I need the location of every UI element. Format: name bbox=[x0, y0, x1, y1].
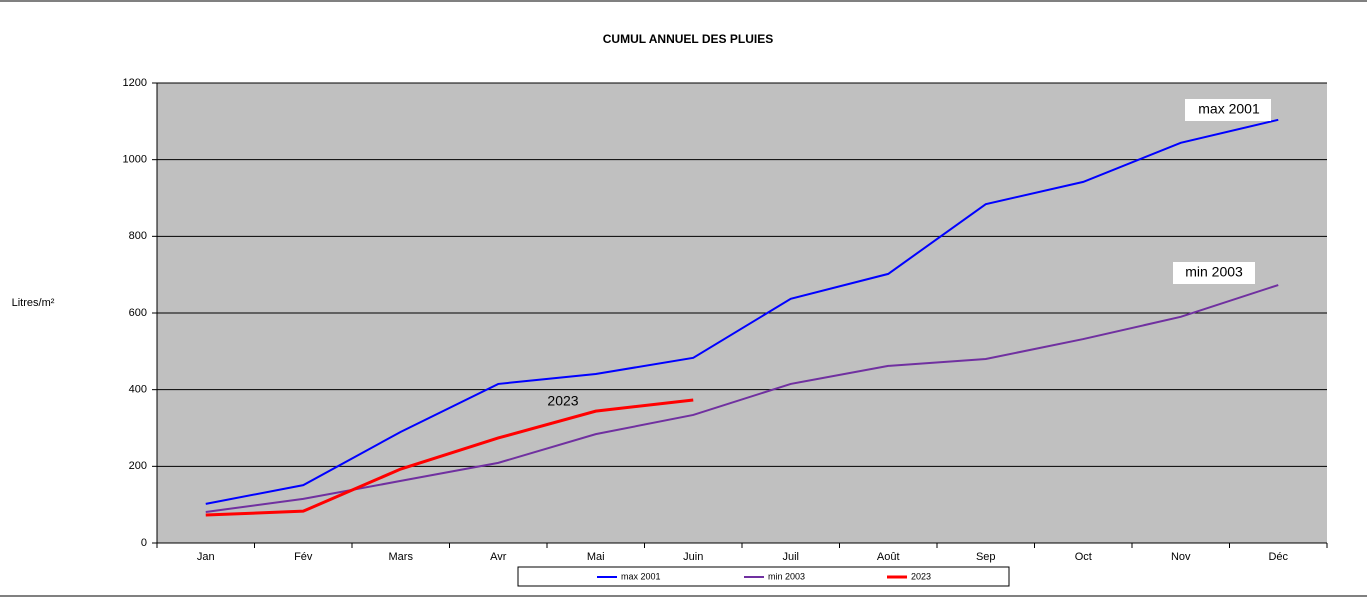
chart-title: CUMUL ANNUEL DES PLUIES bbox=[603, 32, 773, 46]
x-tick-label: Nov bbox=[1171, 551, 1191, 563]
x-tick-label: Sep bbox=[976, 551, 996, 563]
x-tick-label: Mars bbox=[389, 551, 414, 563]
y-tick-label: 1200 bbox=[123, 77, 147, 89]
x-tick-label: Juin bbox=[683, 551, 703, 563]
x-tick-label: Déc bbox=[1268, 551, 1288, 563]
y-tick-label: 600 bbox=[129, 307, 147, 319]
x-tick-label: Août bbox=[877, 551, 900, 563]
series-line bbox=[205, 398, 694, 517]
y-tick-label: 400 bbox=[129, 384, 147, 396]
x-tick-label: Fév bbox=[294, 551, 313, 563]
annotation: 2023 bbox=[547, 393, 578, 409]
legend-label: max 2001 bbox=[621, 571, 661, 581]
x-tick-label: Avr bbox=[490, 551, 507, 563]
series-line bbox=[205, 284, 1279, 513]
annotation: min 2003 bbox=[1185, 264, 1243, 280]
x-tick-label: Juil bbox=[782, 551, 799, 563]
x-tick-label: Oct bbox=[1075, 551, 1092, 563]
legend-label: 2023 bbox=[911, 571, 931, 581]
annotation-box bbox=[1185, 99, 1271, 121]
y-tick-label: 200 bbox=[129, 460, 147, 472]
x-tick-label: Mai bbox=[587, 551, 605, 563]
annotation: max 2001 bbox=[1198, 101, 1260, 117]
legend-label: min 2003 bbox=[768, 571, 805, 581]
annotation-box bbox=[1173, 262, 1255, 284]
y-tick-label: 0 bbox=[141, 537, 147, 549]
y-tick-label: 800 bbox=[129, 230, 147, 242]
y-tick-label: 1000 bbox=[123, 154, 147, 166]
y-axis-label: Litres/m² bbox=[12, 297, 55, 309]
series-line bbox=[205, 118, 1279, 505]
x-tick-label: Jan bbox=[197, 551, 215, 563]
